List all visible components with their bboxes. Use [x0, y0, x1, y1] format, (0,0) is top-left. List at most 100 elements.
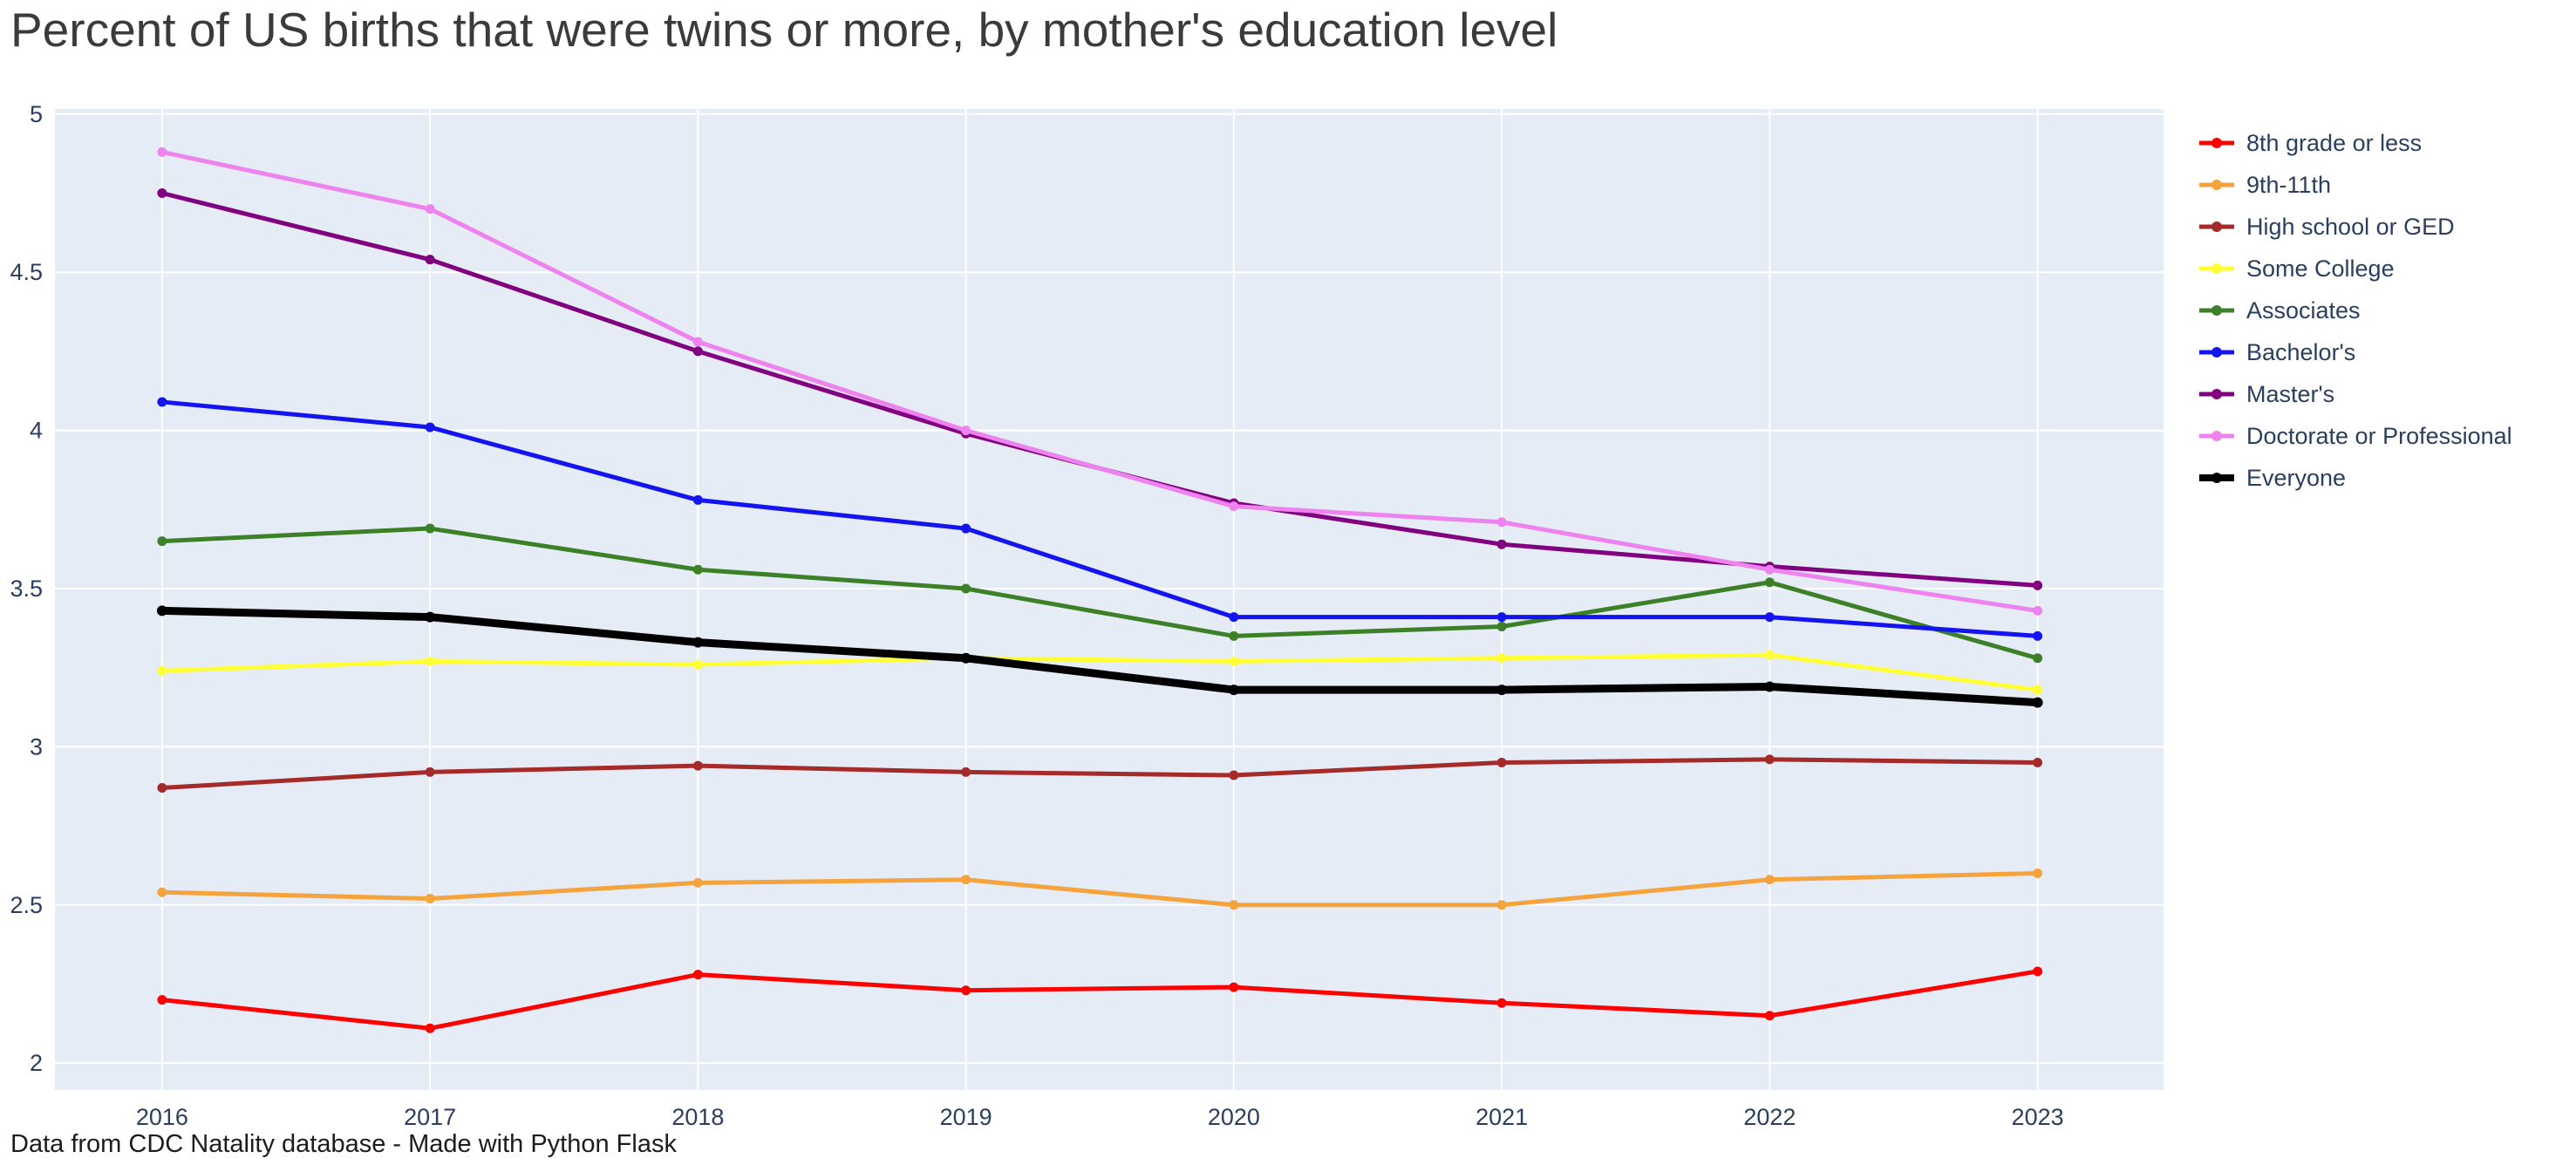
- series-line: [160, 526, 2041, 661]
- y-tick-label: 2: [30, 1050, 43, 1076]
- legend-item[interactable]: Everyone: [2198, 457, 2512, 499]
- series-marker: [2033, 966, 2043, 977]
- series-marker: [1764, 754, 1775, 765]
- y-tick-label: 3.5: [10, 576, 43, 602]
- series-marker: [157, 887, 167, 897]
- series-line: [158, 606, 2042, 707]
- series-marker: [1229, 656, 1239, 666]
- x-tick-label: 2023: [2012, 1104, 2064, 1130]
- series-marker: [425, 204, 435, 215]
- legend-line-marker-icon: [2199, 305, 2234, 316]
- series-marker: [1496, 622, 1507, 632]
- series-marker: [157, 536, 167, 547]
- legend-item[interactable]: Doctorate or Professional: [2198, 415, 2512, 457]
- series-marker: [692, 659, 703, 670]
- legend-item-label: Bachelor's: [2246, 338, 2356, 365]
- series-line: [160, 399, 2041, 638]
- series-marker: [961, 875, 971, 885]
- series-marker: [2033, 685, 2043, 695]
- legend-line-marker-icon: [2199, 180, 2234, 190]
- chart-title: Percent of US births that were twins or …: [10, 3, 1558, 57]
- series-marker: [1496, 612, 1507, 623]
- legend-item[interactable]: High school or GED: [2198, 206, 2512, 248]
- series-marker: [157, 188, 167, 199]
- legend-line-marker-icon: [2199, 473, 2234, 483]
- series-marker: [1764, 577, 1775, 588]
- series-marker: [425, 1023, 435, 1033]
- series-marker: [1764, 564, 1775, 575]
- series-marker: [2032, 697, 2043, 708]
- legend-line-marker-icon: [2199, 221, 2234, 232]
- series-line: [160, 149, 2041, 613]
- series-marker: [1229, 900, 1239, 910]
- series-marker: [1764, 612, 1775, 623]
- legend-line-marker-icon: [2199, 263, 2234, 274]
- series-marker: [157, 397, 167, 407]
- series-marker: [425, 894, 435, 904]
- series-marker: [960, 652, 971, 664]
- series-marker: [692, 494, 703, 505]
- x-tick-label: 2021: [1475, 1104, 1528, 1130]
- series-marker: [425, 422, 435, 433]
- legend-line-marker-icon: [2199, 138, 2234, 148]
- series-marker: [692, 337, 703, 347]
- legend-line-marker-icon: [2199, 389, 2234, 399]
- series-marker: [1496, 758, 1507, 768]
- series-marker: [1229, 612, 1239, 623]
- series-marker: [692, 564, 703, 575]
- y-tick-label: 3: [30, 733, 43, 760]
- series-marker: [157, 995, 167, 1005]
- legend-item[interactable]: Some College: [2198, 248, 2512, 290]
- legend-item[interactable]: Master's: [2198, 373, 2512, 415]
- legend-item[interactable]: 9th-11th: [2198, 164, 2512, 206]
- series-marker: [425, 766, 435, 777]
- series-marker: [1496, 517, 1507, 528]
- series-marker: [2033, 868, 2043, 878]
- chart-legend: 8th grade or less 9th-11th High school or …: [2198, 122, 2512, 499]
- series-marker: [1764, 875, 1775, 885]
- series-marker: [157, 783, 167, 794]
- series-marker: [1764, 1011, 1775, 1021]
- series-marker: [156, 605, 167, 617]
- series-marker: [692, 637, 704, 648]
- y-tick-label: 2.5: [10, 892, 43, 918]
- data-source-caption: Data from CDC Natality database - Made w…: [10, 1130, 677, 1158]
- series-marker: [1496, 653, 1507, 664]
- legend-item[interactable]: Associates: [2198, 290, 2512, 331]
- x-tick-label: 2022: [1743, 1104, 1796, 1130]
- series-line: [160, 652, 2041, 692]
- series-marker: [1228, 685, 1239, 696]
- series-marker: [157, 665, 167, 676]
- x-tick-label: 2019: [940, 1104, 992, 1130]
- x-tick-label: 2018: [671, 1104, 724, 1130]
- legend-item-label: High school or GED: [2246, 213, 2455, 240]
- series-line: [160, 757, 2041, 791]
- series-marker: [1496, 685, 1508, 696]
- series-marker: [1496, 900, 1507, 910]
- series-marker: [1764, 650, 1775, 660]
- series-marker: [961, 766, 971, 777]
- x-tick-label: 2016: [136, 1104, 188, 1130]
- series-marker: [425, 255, 435, 265]
- series-marker: [425, 656, 435, 666]
- legend-item-label: Master's: [2246, 380, 2335, 407]
- series-line: [160, 870, 2041, 908]
- series-marker: [692, 877, 703, 888]
- legend-item[interactable]: Bachelor's: [2198, 331, 2512, 373]
- series-marker: [425, 611, 436, 623]
- legend-item[interactable]: 8th grade or less: [2198, 122, 2512, 164]
- legend-item-label: Some College: [2246, 255, 2395, 282]
- legend-item-label: 9th-11th: [2246, 171, 2332, 198]
- series-marker: [157, 146, 167, 157]
- series-marker: [1764, 681, 1775, 692]
- x-tick-label: 2017: [404, 1104, 456, 1130]
- plot-area[interactable]: [55, 109, 2164, 1090]
- legend-item-label: Associates: [2246, 296, 2361, 324]
- series-marker: [1229, 501, 1239, 512]
- series-marker: [692, 760, 703, 771]
- y-tick-label: 4.5: [10, 259, 43, 285]
- series-marker: [1496, 539, 1507, 549]
- x-tick-label: 2020: [1208, 1104, 1260, 1130]
- series-marker: [1229, 982, 1239, 992]
